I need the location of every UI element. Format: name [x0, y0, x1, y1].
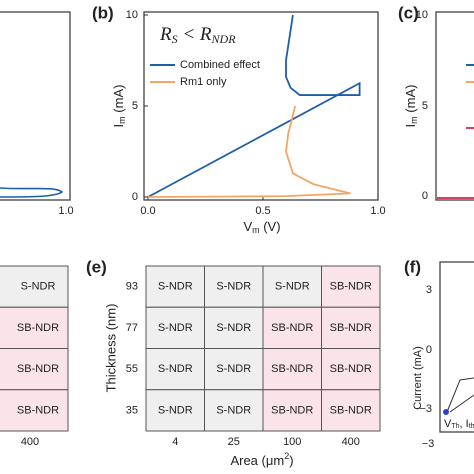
axes-frame	[435, 11, 474, 201]
panel-label: (b)	[92, 3, 114, 22]
cell-text: SB-NDR	[17, 363, 59, 375]
cell-text: S-NDR	[158, 281, 193, 293]
cell-text: SB-NDR	[17, 322, 59, 334]
annotation: VTh, Ith	[444, 418, 474, 430]
y-tick-label: 3	[426, 284, 432, 296]
axes-frame	[439, 261, 474, 433]
panel-label: (e)	[86, 257, 107, 276]
cell	[0, 348, 69, 391]
cell-text: SB-NDR	[330, 281, 372, 293]
cell	[204, 348, 264, 391]
row-label: 35	[126, 404, 138, 416]
panel-label: (c)	[398, 3, 419, 22]
cell	[262, 389, 322, 432]
cell-text: S-NDR	[216, 404, 251, 416]
cell-text: S-NDR	[158, 363, 193, 375]
panel-label: (f)	[404, 257, 421, 276]
x-axis-label: Vm (V)	[243, 219, 280, 235]
cell-text: SB-NDR	[271, 322, 313, 334]
cell-text: S-NDR	[158, 404, 193, 416]
cell-text: S-NDR	[216, 363, 251, 375]
cell	[145, 306, 205, 349]
cell	[204, 265, 264, 308]
row-label: 55	[126, 363, 138, 375]
x-tick-label: 0.0	[140, 205, 155, 217]
curve	[0, 187, 64, 198]
y-axis-label: Current (mA)	[412, 346, 424, 410]
cell-text: SB-NDR	[17, 404, 59, 416]
y-axis-label: Im (mA)	[403, 85, 419, 128]
cell-text: SB-NDR	[271, 404, 313, 416]
legend-label: Combined effect	[180, 59, 260, 71]
cell	[262, 348, 322, 391]
cell	[204, 389, 264, 432]
cell-text: S-NDR	[158, 322, 193, 334]
cell-text: SB-NDR	[330, 322, 372, 334]
y-axis-label: Thickness (nm)	[103, 304, 118, 393]
marker	[443, 409, 449, 415]
cell	[321, 389, 381, 432]
axes-frame	[0, 11, 71, 201]
cell-text: SB-NDR	[330, 404, 372, 416]
x-tick-label: 0.5	[255, 205, 270, 217]
x-tick-label: 1.0	[58, 205, 73, 217]
curve	[446, 377, 474, 413]
cell-text: S-NDR	[216, 281, 251, 293]
y-tick-label: 0	[132, 191, 138, 203]
series-line	[147, 14, 361, 198]
cell	[321, 265, 381, 308]
y-tick-label: 5	[132, 100, 138, 112]
chart-title: RS < RNDR	[159, 24, 236, 45]
row-label: 93	[126, 281, 138, 293]
cell	[0, 306, 69, 349]
x-axis-label: Area (μm2)	[230, 451, 293, 468]
legend-label: Rm1 only	[180, 76, 227, 88]
x-tick-label: −3	[422, 438, 435, 450]
col-label: 25	[228, 436, 240, 448]
y-tick-label: 10	[416, 9, 428, 21]
cell-text: S-NDR	[216, 322, 251, 334]
col-label: 4	[172, 436, 178, 448]
col-label: 100	[283, 436, 301, 448]
col-label: 400	[342, 436, 360, 448]
row-label: 77	[126, 322, 138, 334]
x-tick-label: 400	[21, 436, 39, 448]
y-axis-label: Im (mA)	[111, 85, 127, 128]
x-tick-label: 1.0	[370, 205, 385, 217]
cell-text: SB-NDR	[271, 363, 313, 375]
y-tick-label: 10	[126, 9, 138, 21]
cell-text: S-NDR	[275, 281, 310, 293]
cell	[145, 389, 205, 432]
cell	[262, 306, 322, 349]
series-line	[147, 105, 351, 198]
y-tick-label: 0	[426, 344, 432, 356]
cell	[321, 306, 381, 349]
y-tick-label: 5	[422, 100, 428, 112]
cell-text: SB-NDR	[330, 363, 372, 375]
y-tick-label: 0	[422, 190, 428, 202]
cell	[321, 348, 381, 391]
cell	[262, 265, 322, 308]
y-tick-label: −3	[419, 403, 432, 415]
cell	[0, 389, 69, 432]
cell-text: S-NDR	[21, 281, 56, 293]
